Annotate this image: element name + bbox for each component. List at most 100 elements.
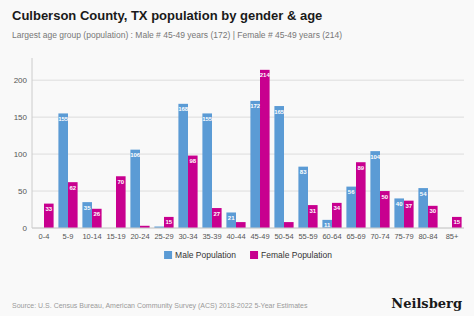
bar	[370, 151, 380, 228]
x-tick-label: 75-79	[394, 232, 413, 241]
bar	[404, 201, 414, 228]
bar	[346, 187, 356, 228]
grid-line	[32, 191, 464, 192]
data-label: 214	[260, 72, 271, 78]
bar	[44, 204, 54, 228]
bar	[212, 208, 222, 228]
data-label: 168	[178, 106, 189, 112]
x-tick-label: 0-4	[39, 232, 50, 241]
y-tick-label: 200	[14, 76, 28, 85]
legend-swatch	[250, 251, 258, 259]
bar	[260, 70, 270, 228]
bar	[164, 217, 174, 228]
data-label: 34	[333, 205, 340, 211]
x-tick-label: 50-54	[274, 232, 293, 241]
subtitle: Largest age group (population) : Male # …	[12, 30, 342, 40]
bar	[116, 176, 126, 228]
bar	[202, 113, 212, 228]
data-label: 62	[69, 185, 76, 191]
data-label: 37	[405, 203, 412, 209]
data-label: 56	[348, 189, 355, 195]
data-label: 155	[202, 116, 213, 122]
bar	[356, 162, 366, 228]
bar	[418, 188, 428, 228]
data-label: 98	[189, 158, 196, 164]
data-label: 15	[453, 219, 460, 225]
legend-label: Male Population	[175, 250, 236, 260]
background	[0, 0, 474, 316]
bar	[284, 222, 294, 228]
bar	[298, 167, 308, 228]
bar	[380, 191, 390, 228]
data-labels: 155 35 106 168 155 21 172 165 83 11 56 104 40 54 33 62 2…	[45, 72, 460, 228]
data-label: 40	[396, 201, 403, 207]
grid-line	[32, 228, 464, 229]
bar	[250, 101, 260, 228]
title: Culberson County, TX population by gende…	[12, 8, 322, 23]
y-tick-label: 150	[14, 113, 28, 122]
data-label: 21	[228, 215, 235, 221]
legend-label: Female Population	[261, 250, 332, 260]
data-label: 35	[84, 205, 91, 211]
data-label: 83	[300, 169, 307, 175]
bar	[188, 156, 198, 228]
x-tick-label: 45-49	[250, 232, 269, 241]
x-tick-label: 80-84	[418, 232, 437, 241]
bar	[82, 202, 92, 228]
bar	[274, 106, 284, 228]
data-label: 30	[429, 208, 436, 214]
x-tick-label: 55-59	[298, 232, 317, 241]
x-tick-label: 60-64	[322, 232, 341, 241]
data-label: 33	[45, 206, 52, 212]
chart: Culberson County, TX population by gende…	[0, 0, 474, 316]
y-axis-line	[32, 58, 33, 228]
x-tick-label: 15-19	[106, 232, 125, 241]
legend: Male Population Female Population	[164, 250, 332, 260]
x-tick-label: 40-44	[226, 232, 245, 241]
bar	[226, 212, 236, 228]
data-label: 70	[117, 179, 124, 185]
x-tick-label: 10-14	[82, 232, 101, 241]
grid-line	[32, 80, 464, 81]
x-tick-label: 85+	[446, 232, 459, 241]
data-label: 27	[213, 211, 220, 217]
data-label: 26	[93, 211, 100, 217]
data-label: 11	[324, 222, 331, 228]
bar	[178, 104, 188, 228]
data-label: 31	[309, 208, 316, 214]
bars	[44, 70, 462, 228]
bar	[92, 209, 102, 228]
y-tick-label: 0	[23, 224, 28, 233]
grid-line	[32, 154, 464, 155]
data-label: 155	[58, 116, 69, 122]
bar	[322, 220, 332, 228]
brand: Neilsberg	[391, 296, 462, 311]
x-tick-label: 5-9	[63, 232, 74, 241]
data-label: 172	[250, 103, 261, 109]
bar	[452, 217, 462, 228]
data-label: 165	[274, 109, 285, 115]
y-tick-label: 100	[14, 150, 28, 159]
bar	[332, 203, 342, 228]
bar	[58, 113, 68, 228]
data-label: 50	[381, 194, 388, 200]
data-label: 104	[370, 154, 381, 160]
data-label: 89	[357, 165, 364, 171]
grid	[32, 80, 464, 228]
x-tick-label: 30-34	[178, 232, 197, 241]
bar	[308, 205, 318, 228]
bar	[394, 198, 404, 228]
data-label: 15	[165, 219, 172, 225]
data-label: 54	[420, 191, 427, 197]
source: Source: U.S. Census Bureau, American Com…	[12, 302, 308, 310]
bar	[68, 182, 78, 228]
grid-line	[32, 117, 464, 118]
data-label: 106	[130, 152, 141, 158]
x-tick-label: 25-29	[154, 232, 173, 241]
x-tick-label: 70-74	[370, 232, 389, 241]
x-tick-label: 65-69	[346, 232, 365, 241]
x-axis-line	[32, 228, 464, 229]
x-tick-label: 35-39	[202, 232, 221, 241]
bar	[428, 206, 438, 228]
y-tick-label: 50	[18, 187, 27, 196]
